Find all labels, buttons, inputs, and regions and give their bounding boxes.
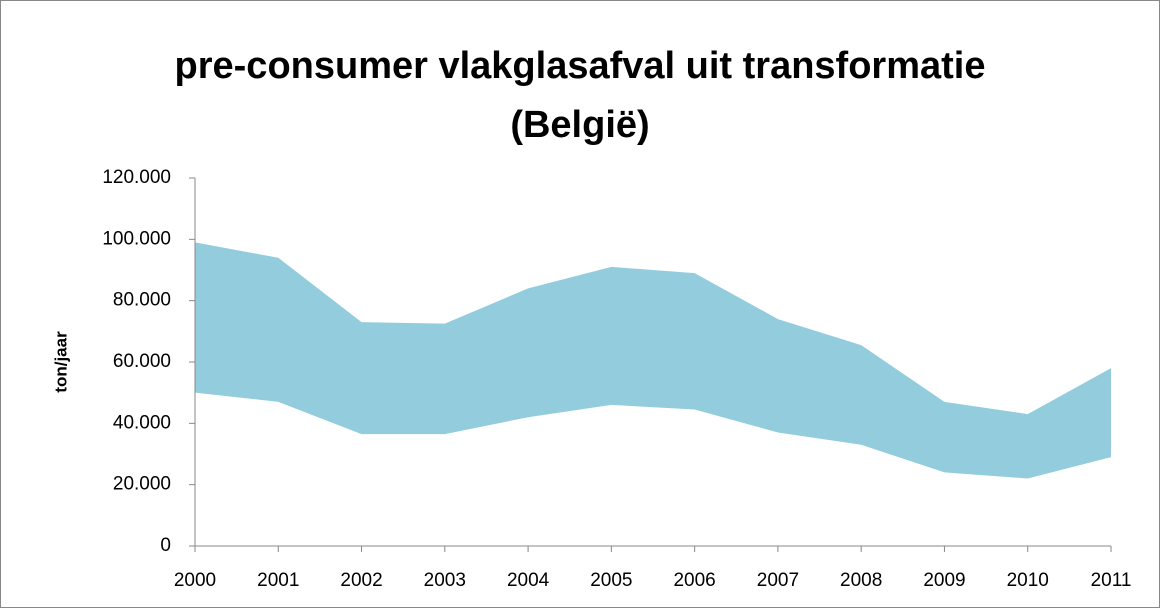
x-tick-label: 2000 [174, 570, 216, 591]
chart-title: (België) [510, 104, 649, 146]
y-tick-label: 20.000 [113, 474, 171, 495]
x-tick-label: 2005 [590, 570, 632, 591]
x-tick-label: 2004 [507, 570, 550, 591]
y-axis-label: ton/jaar [51, 331, 70, 393]
x-tick-label: 2009 [923, 570, 965, 591]
x-tick-label: 2003 [424, 570, 466, 591]
x-tick-label: 2008 [840, 570, 882, 591]
y-tick-label: 100.000 [102, 228, 171, 249]
y-tick-label: 120.000 [102, 167, 171, 188]
x-tick-label: 2006 [673, 570, 715, 591]
x-tick-label: 2002 [340, 570, 382, 591]
x-tick-label: 2011 [1091, 570, 1132, 591]
y-tick-label: 60.000 [113, 351, 171, 372]
y-tick-label: 0 [160, 535, 171, 556]
chart-title: pre-consumer vlakglasafval uit transform… [175, 45, 986, 87]
range-band [195, 242, 1111, 479]
y-tick-label: 40.000 [113, 412, 171, 433]
x-tick-label: 2010 [1007, 570, 1049, 591]
x-tick-label: 2007 [757, 570, 799, 591]
x-tick-label: 2001 [257, 570, 299, 591]
y-tick-label: 80.000 [113, 290, 171, 311]
